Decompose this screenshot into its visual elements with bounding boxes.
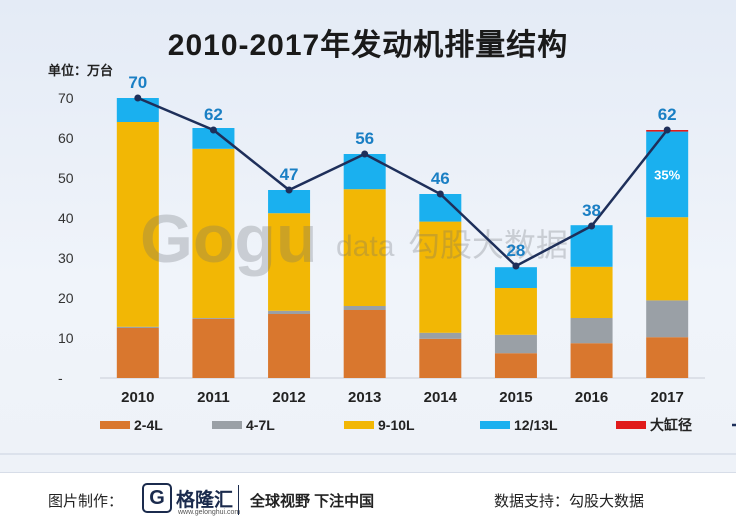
total-point-2015: [512, 262, 520, 270]
bar-segment-12/13L-2015: [494, 267, 537, 288]
watermark-logo: Gogu: [140, 201, 318, 277]
x-tick-label: 2012: [272, 389, 305, 406]
bar-segment-4-7L-2014: [419, 332, 462, 339]
bar-segment-9-10L-2011: [192, 148, 235, 318]
bar-segment-9-10L-2010: [116, 122, 159, 327]
total-label-2015: 28: [506, 241, 525, 260]
bar-segment-2-4L-2015: [494, 353, 537, 378]
bar-segment-4-7L-2016: [570, 318, 613, 344]
watermark-suffix: data: [336, 230, 395, 263]
total-line-path: [137, 96, 669, 268]
watermark-cn: 勾股大数据: [408, 226, 568, 264]
bar-segment-4-7L-2015: [494, 334, 537, 354]
y-tick-label: -: [58, 370, 63, 386]
legend-label-4-7L: 4-7L: [246, 417, 275, 433]
brand-site: www.gelonghui.com: [178, 509, 241, 516]
y-tick-label: 60: [58, 130, 74, 146]
watermark: Gogu data 勾股大数据: [140, 201, 568, 277]
total-point-2016: [588, 222, 596, 230]
bar-segment-2-4L-2013: [343, 310, 386, 378]
bar-segment-4-7L-2011: [192, 318, 235, 319]
total-point-2011: [209, 126, 217, 134]
brand-name: 格隆汇: [176, 490, 234, 511]
x-tick-label: 2013: [348, 389, 381, 406]
data-source: 数据支持：勾股大数据: [494, 493, 645, 510]
bar-segment-9-10L-2012: [268, 213, 311, 311]
x-tick-label: 2014: [424, 389, 458, 406]
x-tick-label: 2015: [499, 389, 532, 406]
total-point-2010: [134, 94, 142, 102]
bar-segment-12/13L-2010: [116, 98, 159, 122]
bar-segment-2-4L-2012: [268, 314, 311, 378]
y-tick-label: 20: [58, 290, 74, 306]
bar-segment-4-7L-2017: [646, 300, 689, 338]
made-by-label: 图片制作：: [48, 493, 124, 510]
stacked-bar-chart: - 10 20 30 40 50 60 70 2010 2011 2012 2013 2014 2015…: [0, 73, 736, 455]
chart-title: 2010-2017年发动机排量结构: [167, 29, 569, 62]
y-tick-label: 30: [58, 250, 74, 266]
total-point-2014: [436, 190, 444, 198]
total-label-2013: 56: [355, 129, 374, 148]
bar-segment-12/13L-2011: [192, 128, 235, 149]
y-tick-label: 40: [58, 210, 74, 226]
bar-segment-9-10L-2014: [419, 221, 462, 333]
total-label-2014: 46: [431, 169, 450, 188]
x-tick-label: 2016: [575, 389, 608, 406]
unit-label: 单位：万台: [48, 63, 114, 78]
legend-swatch-12/13L: [480, 421, 510, 429]
bars: [116, 98, 689, 378]
legend-swatch-大缸径: [616, 421, 646, 429]
x-tick-label: 2011: [197, 389, 230, 406]
data-labels: 70 62 47 56 46 28 38 62 35%: [128, 73, 680, 260]
slogan: 全球视野 下注中国: [250, 493, 375, 510]
legend-label-12/13L: 12/13L: [514, 417, 558, 433]
footer-divider: [238, 485, 239, 515]
bar-segment-9-10L-2016: [570, 266, 613, 318]
bar-segment-9-10L-2017: [646, 217, 689, 301]
total-point-2012: [285, 186, 293, 194]
total-label-2016: 38: [582, 201, 601, 220]
legend-swatch-2-4L: [100, 421, 130, 429]
y-tick-label: 50: [58, 170, 74, 186]
bar-segment-12/13L-2012: [268, 190, 311, 214]
y-tick-label: 10: [58, 330, 74, 346]
total-label-2011: 62: [204, 105, 223, 124]
total-point-2013: [361, 150, 369, 158]
bar-segment-2-4L-2017: [646, 337, 689, 378]
x-axis: 2010 2011 2012 2013 2014 2015 2016 2017: [121, 389, 684, 406]
total-point-2017: [663, 126, 671, 134]
legend-label-2-4L: 2-4L: [134, 417, 163, 433]
annotation-label: 35%: [654, 167, 680, 182]
total-label-2010: 70: [128, 73, 147, 92]
total-line: [134, 94, 671, 270]
bar-segment-2-4L-2011: [192, 318, 235, 378]
bar-segment-2-4L-2010: [116, 328, 159, 378]
bar-segment-2-4L-2014: [419, 338, 462, 378]
y-tick-label: 70: [58, 90, 74, 106]
y-axis: - 10 20 30 40 50 60 70: [58, 90, 74, 386]
bar-segment-4-7L-2010: [116, 326, 159, 328]
legend-label-大缸径: 大缸径: [650, 417, 692, 433]
gelonghui-logo-icon: G: [142, 483, 172, 513]
bar-segment-4-7L-2013: [343, 306, 386, 310]
bar-segment-12/13L-2016: [570, 225, 613, 267]
legend-swatch-9-10L: [344, 421, 374, 429]
bar-segment-9-10L-2015: [494, 288, 537, 335]
bar-segment-2-4L-2016: [570, 343, 613, 378]
legend-swatch-4-7L: [212, 421, 242, 429]
x-tick-label: 2010: [121, 389, 154, 406]
total-label-2017: 62: [658, 105, 677, 124]
bar-segment-4-7L-2012: [268, 310, 311, 314]
footer: 图片制作： G 格隆汇 www.gelonghui.com 全球视野 下注中国 …: [0, 472, 736, 528]
bar-segment-9-10L-2013: [343, 189, 386, 306]
total-label-2012: 47: [280, 165, 299, 184]
legend-label-9-10L: 9-10L: [378, 417, 415, 433]
bar-segment-12/13L-2013: [343, 154, 386, 190]
x-tick-label: 2017: [651, 389, 684, 406]
